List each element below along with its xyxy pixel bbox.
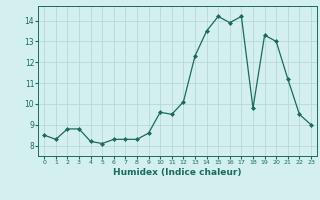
X-axis label: Humidex (Indice chaleur): Humidex (Indice chaleur) [113, 168, 242, 177]
